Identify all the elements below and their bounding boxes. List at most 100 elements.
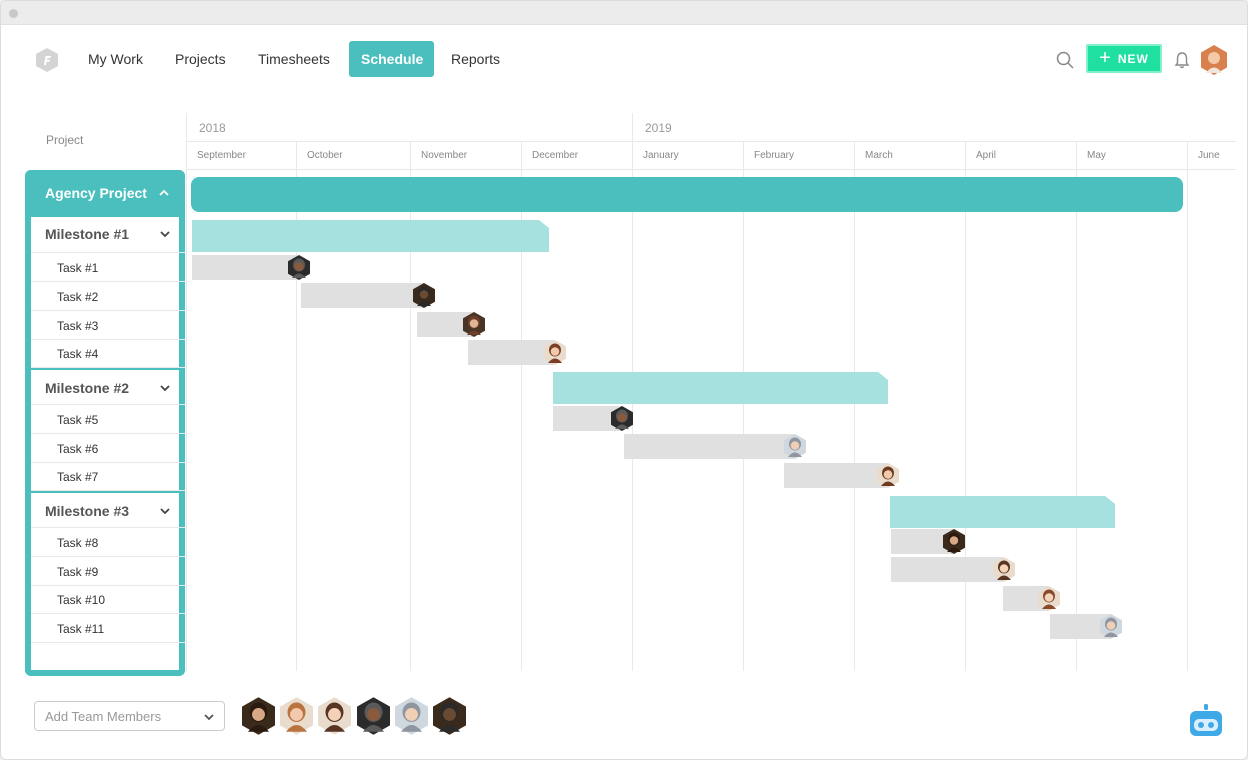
team-member-avatar[interactable] — [280, 696, 313, 736]
task-assignee-avatar[interactable] — [993, 557, 1015, 582]
search-icon[interactable] — [1056, 51, 1074, 69]
year-label-2018: 2018 — [199, 121, 226, 135]
nav-schedule[interactable]: Schedule — [349, 41, 434, 77]
task-bar-2[interactable] — [301, 283, 423, 308]
sidebar-row-label: Milestone #2 — [45, 379, 130, 396]
task-bar-9[interactable] — [891, 557, 1003, 582]
project-column-header: Project — [46, 133, 84, 147]
chevron-down-icon[interactable] — [159, 505, 171, 517]
year-divider — [186, 141, 1236, 142]
team-member-avatar[interactable] — [318, 696, 351, 736]
new-button[interactable]: + NEW — [1086, 44, 1162, 73]
month-grid-line — [965, 141, 966, 671]
sidebar-row-label: Milestone #1 — [45, 226, 130, 242]
sidebar-row-label: Task #6 — [57, 441, 99, 456]
user-avatar[interactable] — [1201, 45, 1227, 75]
team-member-avatar[interactable] — [395, 696, 428, 736]
add-team-members-placeholder: Add Team Members — [45, 709, 162, 724]
sidebar-row-task-8[interactable]: Task #8 — [31, 528, 185, 557]
month-label-january: January — [643, 150, 679, 161]
task-bar-5[interactable] — [553, 406, 621, 431]
task-assignee-avatar[interactable] — [413, 283, 435, 308]
sidebar-row-milestone-2[interactable]: Milestone #2 — [31, 368, 185, 405]
sidebar-row-label: Task #4 — [57, 346, 99, 361]
gantt-timeline: 2018 2019 September October November Decemb… — [186, 113, 1236, 671]
month-grid-line — [186, 113, 187, 671]
task-assignee-avatar[interactable] — [544, 340, 566, 365]
sidebar-row-label: Task #11 — [57, 621, 105, 636]
task-assignee-avatar[interactable] — [611, 406, 633, 431]
nav-projects[interactable]: Projects — [175, 51, 226, 67]
chevron-down-icon[interactable] — [159, 228, 171, 240]
task-bar-6[interactable] — [624, 434, 794, 459]
task-bar-1[interactable] — [192, 255, 298, 280]
task-bar-4[interactable] — [468, 340, 554, 365]
month-label-june: June — [1198, 150, 1220, 161]
team-member-avatar[interactable] — [242, 696, 275, 736]
task-assignee-avatar[interactable] — [943, 529, 965, 554]
milestone-bar-1[interactable] — [192, 220, 549, 252]
sidebar-row-task-5[interactable]: Task #5 — [31, 405, 185, 434]
team-member-avatar[interactable] — [433, 696, 466, 736]
task-assignee-avatar[interactable] — [784, 434, 806, 459]
month-label-december: December — [532, 150, 579, 161]
task-assignee-avatar[interactable] — [288, 255, 310, 280]
window-titlebar — [1, 1, 1247, 25]
sidebar-row-label: Task #1 — [57, 260, 99, 275]
task-assignee-avatar[interactable] — [877, 463, 899, 488]
month-divider — [186, 169, 1236, 170]
task-assignee-avatar[interactable] — [463, 312, 485, 337]
add-team-members-select[interactable]: Add Team Members — [34, 701, 225, 731]
month-label-september: September — [197, 150, 246, 161]
sidebar-row-task-4[interactable]: Task #4 — [31, 339, 185, 368]
team-member-avatar[interactable] — [357, 696, 390, 736]
month-label-november: November — [421, 150, 468, 161]
bell-icon[interactable] — [1173, 51, 1191, 69]
app-logo-icon[interactable] — [36, 48, 58, 72]
agency-project-row[interactable]: Agency Project — [25, 170, 185, 217]
sidebar-row-label: Task #10 — [57, 592, 106, 607]
nav-timesheets[interactable]: Timesheets — [258, 51, 330, 67]
task-assignee-avatar[interactable] — [1038, 586, 1060, 611]
sidebar-row-milestone-3[interactable]: Milestone #3 — [31, 491, 185, 528]
sidebar-row-task-10[interactable]: Task #10 — [31, 585, 185, 614]
month-label-february: February — [754, 150, 795, 161]
sidebar-row-task-2[interactable]: Task #2 — [31, 282, 185, 311]
milestone-bar-3[interactable] — [890, 496, 1115, 528]
month-grid-line — [1187, 141, 1188, 671]
milestone-bar-2[interactable] — [553, 372, 888, 404]
month-grid-line — [1076, 141, 1077, 671]
month-label-april: April — [976, 150, 997, 161]
month-label-october: October — [307, 150, 343, 161]
sidebar-row-task-1[interactable]: Task #1 — [31, 253, 185, 282]
year-label-2019: 2019 — [645, 121, 672, 135]
new-button-label: NEW — [1117, 51, 1149, 66]
sidebar-row-task-3[interactable]: Task #3 — [31, 311, 185, 340]
window-control-dot[interactable] — [9, 9, 18, 18]
nav-reports[interactable]: Reports — [451, 51, 501, 67]
chevron-down-icon[interactable] — [159, 382, 171, 394]
task-assignee-avatar[interactable] — [1100, 614, 1122, 639]
agency-project-bar[interactable] — [191, 177, 1183, 212]
month-grid-line — [854, 141, 855, 671]
sidebar-row-milestone-1[interactable]: Milestone #1 — [31, 217, 185, 253]
sidebar-row-task-11[interactable]: Task #11 — [31, 614, 185, 643]
project-tree-panel — [25, 170, 185, 676]
month-grid-line — [743, 141, 744, 671]
plus-icon: + — [1099, 46, 1112, 69]
month-grid-line — [521, 141, 522, 671]
sidebar-row-label: Task #8 — [57, 535, 99, 550]
sidebar-row-task-9[interactable]: Task #9 — [31, 557, 185, 586]
task-bar-7[interactable] — [784, 463, 887, 488]
sidebar-row-task-7[interactable]: Task #7 — [31, 462, 185, 491]
chevron-down-icon — [204, 714, 214, 721]
sidebar-row-label: Task #3 — [57, 318, 99, 333]
sidebar-row-label: Milestone #3 — [45, 502, 130, 519]
chevron-up-icon[interactable] — [158, 187, 170, 199]
sidebar-row-task-6[interactable]: Task #6 — [31, 434, 185, 463]
nav-my-work[interactable]: My Work — [88, 51, 143, 67]
month-label-march: March — [865, 150, 893, 161]
month-grid-line — [296, 141, 297, 671]
chatbot-icon[interactable] — [1189, 703, 1223, 737]
task-bar-8[interactable] — [891, 529, 953, 554]
